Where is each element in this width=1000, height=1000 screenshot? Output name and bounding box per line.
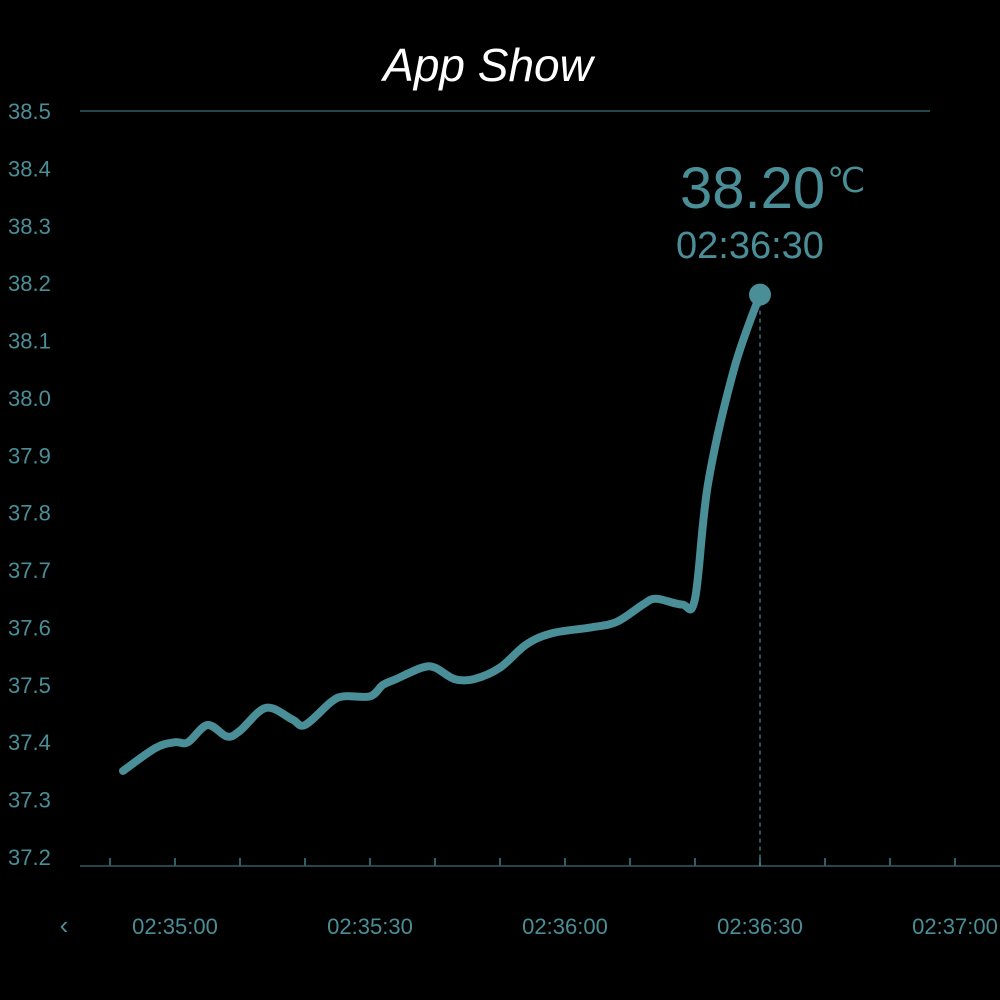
x-axis: 02:35:00 02:35:30 02:36:00 02:36:30 02:37:00	[80, 858, 1000, 939]
x-tick-label: 02:37:00	[912, 914, 998, 939]
y-tick-label: 38.5	[8, 99, 51, 124]
readout-unit: ℃	[827, 162, 865, 200]
highlight-point	[749, 283, 771, 306]
series-layer	[119, 283, 771, 866]
series-line	[119, 290, 764, 775]
current-readout: 38.20℃ 02:36:30	[676, 156, 865, 267]
x-tick-label: 02:36:00	[522, 914, 608, 939]
y-tick-label: 38.4	[8, 156, 51, 181]
y-tick-label: 37.5	[8, 673, 51, 698]
y-tick-label: 37.8	[8, 501, 51, 526]
y-tick-label: 37.6	[8, 615, 51, 640]
chart-title: App Show	[380, 39, 595, 91]
y-tick-label: 38.0	[8, 386, 51, 411]
y-tick-label: 38.1	[8, 329, 51, 354]
x-tick-label: 02:36:30	[717, 914, 803, 939]
x-tick-label: 02:35:30	[327, 914, 413, 939]
y-tick-label: 37.9	[8, 443, 51, 468]
y-tick-label: 37.4	[8, 730, 51, 755]
y-tick-label: 38.2	[8, 271, 51, 296]
y-tick-label: 37.3	[8, 788, 51, 813]
readout-value: 38.20℃	[680, 156, 865, 221]
x-tick-label: 02:35:00	[132, 914, 218, 939]
y-axis: 37.2 37.3 37.4 37.5 37.6 37.7 37.8 37.9 38.0 38.1…	[8, 99, 930, 870]
readout-time: 02:36:30	[676, 225, 824, 267]
prev-page-chevron[interactable]: ‹	[60, 910, 69, 940]
y-tick-label: 37.7	[8, 558, 51, 583]
y-tick-label: 37.2	[8, 845, 51, 870]
y-tick-label: 38.3	[8, 214, 51, 239]
